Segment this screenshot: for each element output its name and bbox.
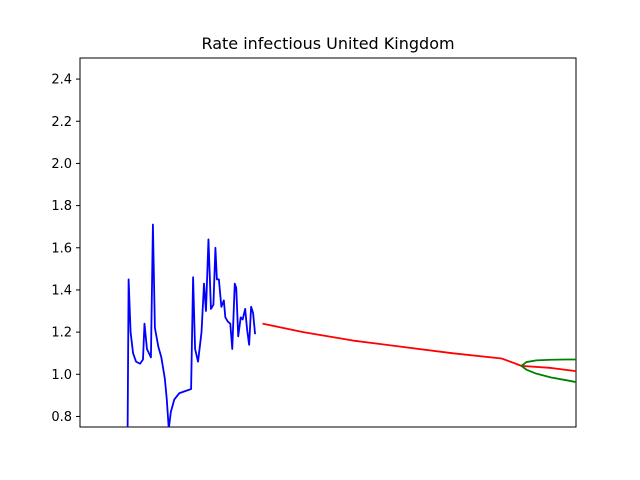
chart-title: Rate infectious United Kingdom bbox=[201, 34, 454, 53]
series-layer bbox=[126, 223, 576, 427]
y-tick-label: 2.2 bbox=[51, 115, 72, 130]
y-tick-label: 1.4 bbox=[51, 283, 72, 298]
y-tick-label: 2.0 bbox=[51, 157, 72, 172]
series-line-1 bbox=[262, 322, 576, 373]
y-tick-label: 2.4 bbox=[51, 73, 72, 88]
series-line-0 bbox=[126, 223, 256, 427]
plot-area-frame bbox=[79, 57, 577, 428]
y-tick-label: 1.6 bbox=[51, 241, 72, 256]
y-tick-label: 0.8 bbox=[51, 410, 72, 425]
series-line-3 bbox=[520, 365, 576, 383]
series-line-2 bbox=[520, 358, 576, 367]
y-tick-label: 1.8 bbox=[51, 199, 72, 214]
y-axis: 0.8 1.0 1.2 1.4 1.6 1.8 2.0 2.2 2.4 bbox=[51, 73, 80, 425]
y-tick-label: 1.2 bbox=[51, 326, 72, 341]
y-tick-label: 1.0 bbox=[51, 368, 72, 383]
